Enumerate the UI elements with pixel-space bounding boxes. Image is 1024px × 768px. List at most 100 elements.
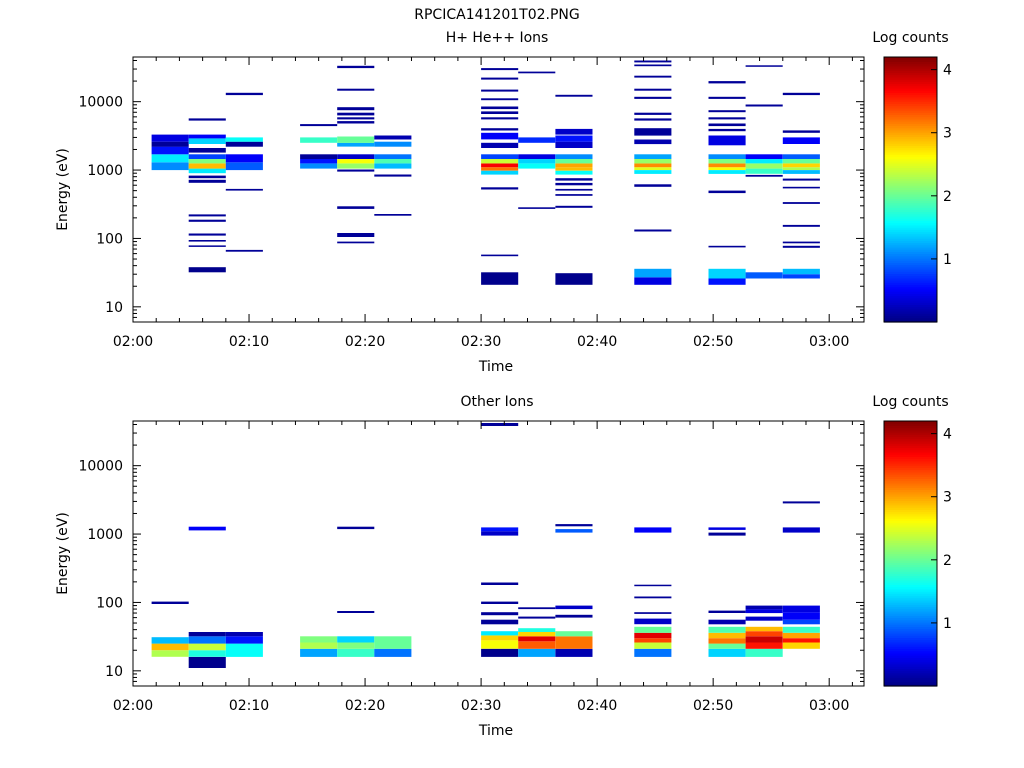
- colorbar-step: [884, 617, 937, 621]
- colorbar-step: [884, 628, 937, 632]
- heatmap-cell: [374, 174, 412, 177]
- heatmap-cell: [481, 272, 519, 285]
- heatmap-cell: [782, 245, 820, 248]
- colorbar-step: [884, 606, 937, 610]
- heatmap-cell: [708, 643, 746, 649]
- colorbar-step: [884, 683, 937, 687]
- heatmap-cell: [634, 75, 672, 78]
- colorbar-step: [884, 599, 937, 603]
- heatmap-cell: [300, 137, 338, 143]
- colorbar-step: [884, 136, 937, 140]
- colorbar-step: [884, 646, 937, 650]
- colorbar-step: [884, 571, 937, 574]
- heatmap-cell: [188, 175, 226, 179]
- colorbar-step: [884, 644, 937, 647]
- colorbar-step: [884, 171, 937, 175]
- colorbar-step: [884, 74, 937, 78]
- heatmap-cell: [782, 638, 820, 643]
- colorbar-step: [884, 308, 937, 312]
- colorbar-step: [884, 98, 937, 102]
- heatmap-cell: [555, 205, 593, 208]
- colorbar-step: [884, 317, 937, 321]
- heatmap-cell: [188, 267, 226, 273]
- heatmap-cell: [555, 128, 593, 135]
- panel-title: H+ He++ Ions: [446, 30, 549, 46]
- heatmap-cell: [634, 584, 672, 587]
- colorbar-step: [884, 68, 937, 71]
- colorbar-step: [884, 213, 937, 217]
- colorbar-step: [884, 79, 937, 82]
- heatmap-cell: [555, 159, 593, 164]
- colorbar-step: [884, 562, 937, 566]
- colorbar-step: [884, 94, 937, 98]
- heatmap-cell: [188, 636, 226, 644]
- heatmap-cell: [634, 642, 672, 649]
- heatmap-cell: [481, 640, 519, 649]
- heatmap-cell: [188, 650, 226, 657]
- heatmap-cell: [518, 632, 556, 637]
- colorbar-step: [884, 677, 937, 680]
- y-tick-label: 10000: [78, 459, 123, 475]
- colorbar-step: [884, 260, 937, 263]
- colorbar-label: Log counts: [872, 30, 948, 46]
- colorbar-step: [884, 584, 937, 588]
- heatmap-cell: [634, 128, 672, 136]
- colorbar-step: [884, 249, 937, 252]
- colorbar-step: [884, 641, 937, 645]
- heatmap-cell: [745, 168, 783, 174]
- colorbar-step: [884, 504, 937, 508]
- heatmap-cell: [518, 641, 556, 649]
- heatmap-cell: [745, 605, 783, 610]
- heatmap-cell: [634, 96, 672, 99]
- panel-title: Other Ions: [460, 394, 533, 410]
- heatmap-cell: [708, 626, 746, 633]
- colorbar-step: [884, 591, 937, 594]
- colorbar-step: [884, 147, 937, 151]
- colorbar-step: [884, 626, 937, 630]
- colorbar-step: [884, 246, 937, 250]
- colorbar-step: [884, 451, 937, 455]
- heatmap-cell: [481, 106, 519, 110]
- heatmap-cell: [300, 648, 338, 657]
- colorbar-step: [884, 456, 937, 460]
- colorbar-step: [884, 85, 937, 89]
- heatmap-cell: [225, 154, 263, 163]
- colorbar-step: [884, 174, 937, 177]
- colorbar-step: [884, 595, 937, 599]
- heatmap-cell: [634, 163, 672, 168]
- heatmap-cell: [708, 163, 746, 168]
- colorbar-step: [884, 271, 937, 275]
- heatmap-cell: [481, 142, 519, 148]
- heatmap-cell: [481, 154, 519, 159]
- colorbar-step: [884, 277, 937, 281]
- colorbar-step: [884, 101, 937, 104]
- colorbar-step: [884, 670, 937, 674]
- colorbar-step: [884, 515, 937, 519]
- x-tick-label: 02:40: [577, 698, 617, 714]
- heatmap-cell: [188, 168, 226, 174]
- heatmap-cell: [708, 268, 746, 279]
- colorbar-step: [884, 604, 937, 608]
- heatmap-cell: [782, 137, 820, 144]
- colorbar-step: [884, 149, 937, 153]
- colorbar-tick-label: 1: [943, 252, 952, 268]
- colorbar-step: [884, 511, 937, 515]
- colorbar-step: [884, 116, 937, 120]
- heatmap-cell: [337, 88, 375, 91]
- colorbar-step: [884, 319, 937, 323]
- colorbar-step: [884, 158, 937, 162]
- heatmap-cell: [188, 632, 226, 637]
- colorbar-step: [884, 560, 937, 563]
- heatmap-cell: [481, 601, 519, 604]
- heatmap-cell: [708, 170, 746, 174]
- colorbar-step: [884, 302, 937, 305]
- colorbar-step: [884, 436, 937, 440]
- heatmap-cell: [337, 117, 375, 120]
- y-tick-label: 10: [105, 664, 123, 680]
- colorbar-step: [884, 110, 937, 113]
- heatmap-cell: [518, 154, 556, 159]
- x-tick-label: 02:30: [461, 334, 501, 350]
- colorbar-step: [884, 524, 937, 528]
- heatmap-cell: [518, 628, 556, 632]
- colorbar-step: [884, 507, 937, 510]
